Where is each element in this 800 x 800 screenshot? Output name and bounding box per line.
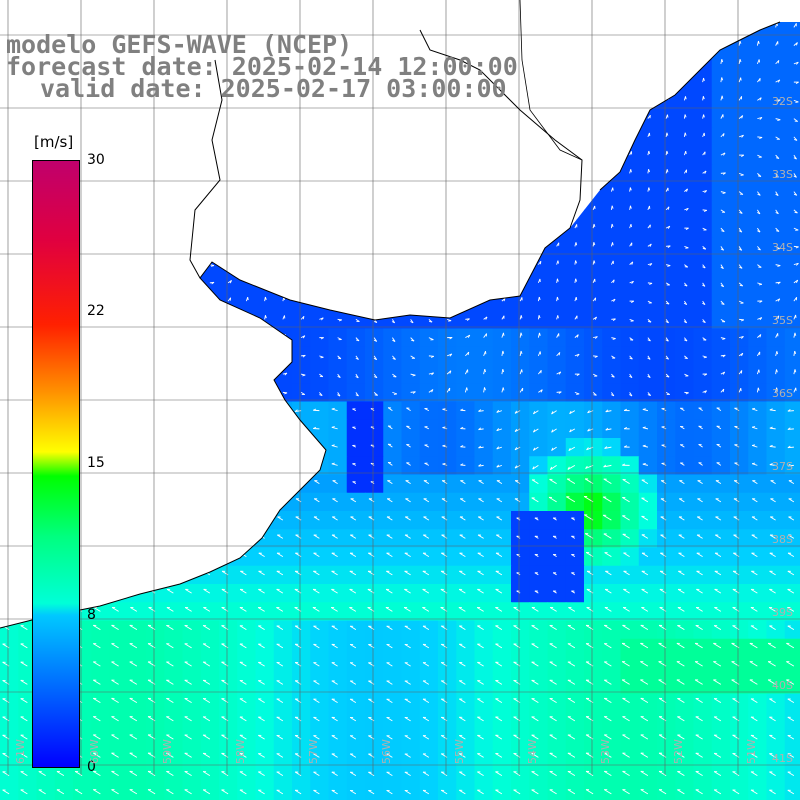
lon-label: 59W bbox=[160, 739, 174, 764]
lon-label: 60W bbox=[87, 739, 101, 764]
colorbar-tick-0: 0 bbox=[87, 759, 96, 775]
coastline-north bbox=[599, 21, 781, 191]
border-line bbox=[519, 0, 583, 161]
colorbar-tick-15: 15 bbox=[87, 455, 105, 471]
lon-label: 52W bbox=[671, 739, 685, 764]
lon-label: 56W bbox=[379, 739, 393, 764]
lon-label: 54W bbox=[525, 739, 539, 764]
colorbar bbox=[32, 160, 80, 768]
lon-label: 58W bbox=[233, 739, 247, 764]
lat-label: 33S bbox=[772, 168, 793, 181]
lat-label: 38S bbox=[772, 533, 793, 546]
lat-label: 40S bbox=[772, 679, 793, 692]
river-line bbox=[189, 59, 223, 279]
lon-label: 57W bbox=[306, 739, 320, 764]
lon-label: 55W bbox=[452, 739, 466, 764]
lat-lon-grid bbox=[0, 0, 800, 775]
lat-label: 36S bbox=[772, 387, 793, 400]
lat-label: 32S bbox=[772, 95, 793, 108]
lat-label: 35S bbox=[772, 314, 793, 327]
title-forecast-date: forecast date: 2025-02-14 12:00:00 bbox=[6, 52, 518, 81]
colorbar-tick-22: 22 bbox=[87, 303, 105, 319]
lon-label: 61W bbox=[13, 739, 27, 764]
title-model: modelo GEFS-WAVE (NCEP) bbox=[6, 30, 353, 59]
colorbar-unit: [m/s] bbox=[34, 133, 74, 151]
lat-label: 37S bbox=[772, 460, 793, 473]
title-valid-date: valid date: 2025-02-17 03:00:00 bbox=[40, 74, 507, 103]
lat-label: 41S bbox=[772, 752, 793, 765]
lat-label: 34S bbox=[772, 241, 793, 254]
lat-label: 39S bbox=[772, 606, 793, 619]
colorbar-tick-8: 8 bbox=[87, 607, 96, 623]
colorbar-tick-30: 30 bbox=[87, 152, 105, 168]
lon-label: 53W bbox=[598, 739, 612, 764]
lon-label: 51W bbox=[744, 739, 758, 764]
